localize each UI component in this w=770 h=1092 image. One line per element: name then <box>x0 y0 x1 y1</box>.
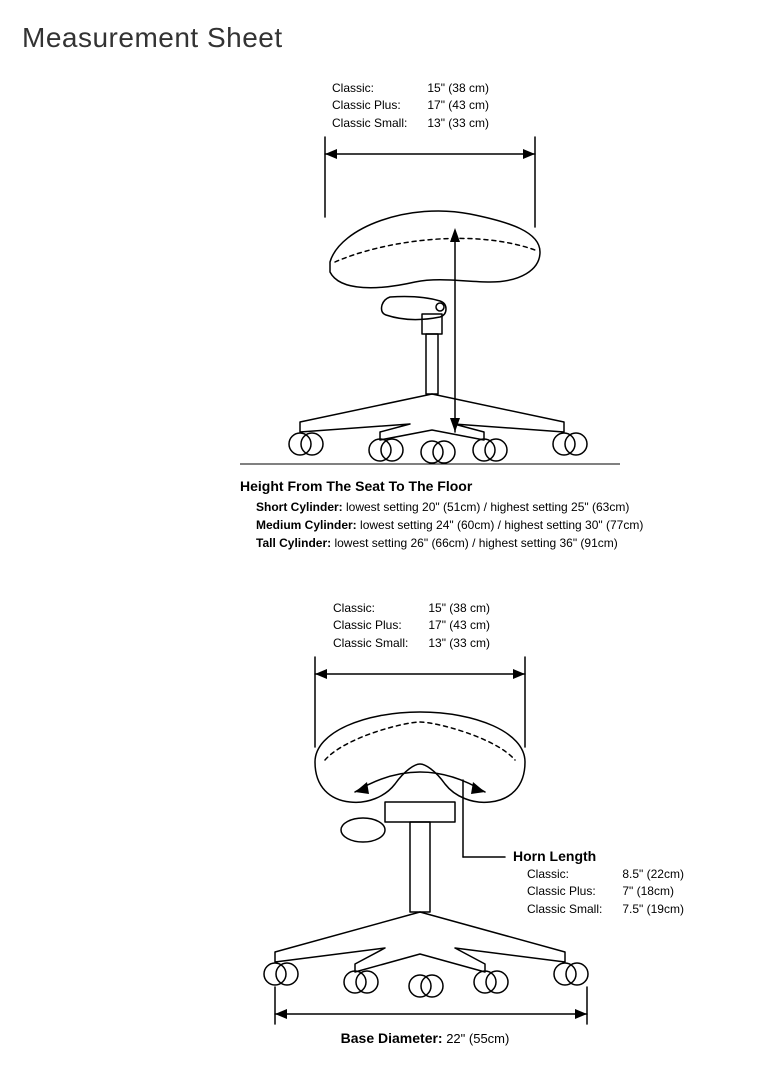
horn-value: 7" (18cm) <box>622 883 674 900</box>
seat-width-row: Classic Plus: 17" (43 cm) <box>333 617 715 634</box>
height-line-bold: Medium Cylinder: <box>256 518 357 532</box>
horn-label: Classic Plus: <box>527 883 619 900</box>
seat-width-value: 15" (38 cm) <box>428 600 490 617</box>
height-heading: Height From The Seat To The Floor <box>240 478 700 494</box>
horn-row: Classic: 8.5" (22cm) <box>527 866 684 883</box>
horn-heading: Horn Length <box>513 848 684 864</box>
horn-row: Classic Small: 7.5" (19cm) <box>527 901 684 918</box>
height-line: Medium Cylinder: lowest setting 24" (60c… <box>256 516 700 534</box>
base-diameter-value: 22" (55cm) <box>443 1031 510 1046</box>
height-line: Short Cylinder: lowest setting 20" (51cm… <box>256 498 700 516</box>
seat-width-value: 13" (33 cm) <box>427 115 489 132</box>
seat-width-value: 17" (43 cm) <box>427 97 489 114</box>
seat-width-value: 13" (33 cm) <box>428 635 490 652</box>
figure-front-view: Classic: 15" (38 cm) Classic Plus: 17" (… <box>255 600 715 1052</box>
seat-width-row: Classic Small: 13" (33 cm) <box>333 635 715 652</box>
side-view-diagram <box>240 132 620 472</box>
horn-value: 8.5" (22cm) <box>622 866 684 883</box>
seat-width-label: Classic: <box>333 600 425 617</box>
height-line-bold: Short Cylinder: <box>256 500 343 514</box>
seat-width-value: 17" (43 cm) <box>428 617 490 634</box>
horn-row: Classic Plus: 7" (18cm) <box>527 883 684 900</box>
seat-width-row: Classic: 15" (38 cm) <box>333 600 715 617</box>
seat-width-label: Classic Plus: <box>332 97 424 114</box>
seat-width-row: Classic Plus: 17" (43 cm) <box>332 97 620 114</box>
seat-width-label: Classic Plus: <box>333 617 425 634</box>
horn-label: Classic Small: <box>527 901 619 918</box>
height-line-rest: lowest setting 20" (51cm) / highest sett… <box>343 500 630 514</box>
seat-width-label: Classic: <box>332 80 424 97</box>
height-lines: Short Cylinder: lowest setting 20" (51cm… <box>256 498 700 552</box>
seat-width-value: 15" (38 cm) <box>427 80 489 97</box>
height-line-rest: lowest setting 26" (66cm) / highest sett… <box>331 536 618 550</box>
horn-value: 7.5" (19cm) <box>622 901 684 918</box>
seat-width-row: Classic Small: 13" (33 cm) <box>332 115 620 132</box>
seat-width-table-1: Classic: 15" (38 cm) Classic Plus: 17" (… <box>332 80 620 132</box>
seat-width-table-2: Classic: 15" (38 cm) Classic Plus: 17" (… <box>333 600 715 652</box>
horn-section: Horn Length Classic: 8.5" (22cm) Classic… <box>513 848 684 918</box>
height-line-rest: lowest setting 24" (60cm) / highest sett… <box>357 518 644 532</box>
horn-label: Classic: <box>527 866 619 883</box>
base-diameter-line: Base Diameter: 22" (55cm) <box>255 1030 595 1046</box>
seat-width-label: Classic Small: <box>332 115 424 132</box>
page-title: Measurement Sheet <box>22 22 283 54</box>
height-line: Tall Cylinder: lowest setting 26" (66cm)… <box>256 534 700 552</box>
base-diameter-label: Base Diameter: <box>341 1030 443 1046</box>
figure-side-view: Classic: 15" (38 cm) Classic Plus: 17" (… <box>240 80 620 472</box>
seat-width-label: Classic Small: <box>333 635 425 652</box>
height-line-bold: Tall Cylinder: <box>256 536 331 550</box>
height-section: Height From The Seat To The Floor Short … <box>240 478 700 552</box>
seat-width-row: Classic: 15" (38 cm) <box>332 80 620 97</box>
